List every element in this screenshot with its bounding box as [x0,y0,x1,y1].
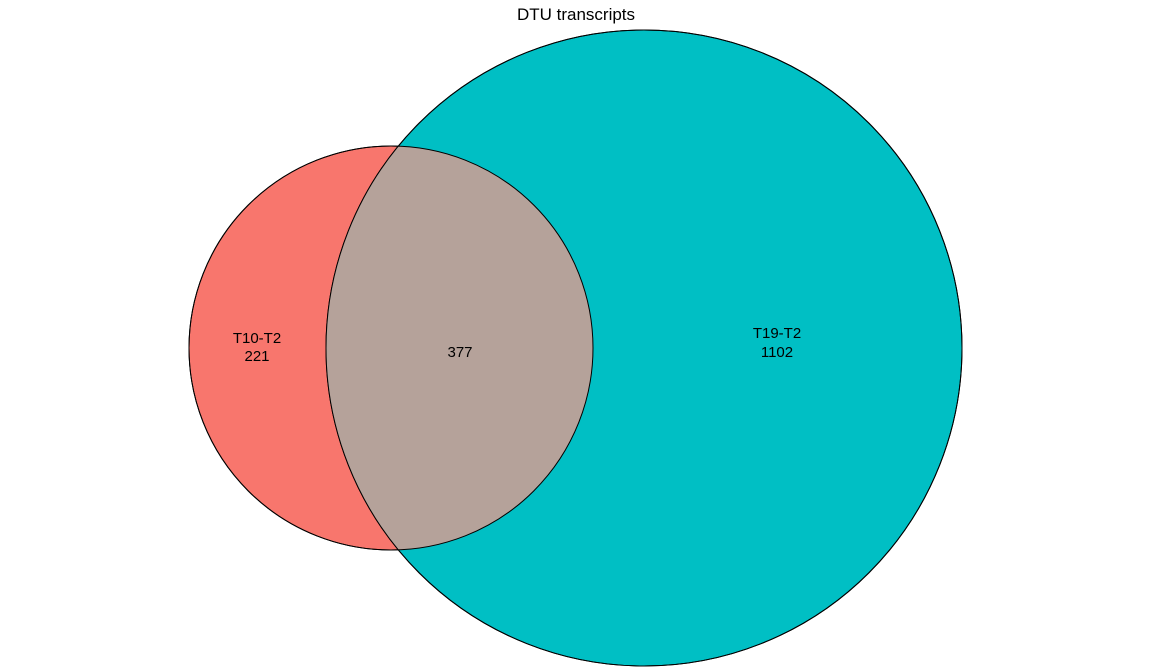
intersection-count: 377 [447,344,472,361]
intersection-region [326,146,593,550]
set-count-t19-t2: 1102 [761,344,793,361]
set-label-t10-t2: T10-T2 [233,330,281,347]
set-label-t19-t2: T19-T2 [753,325,801,342]
set-outline-t10-t2 [188,145,594,551]
set-outline-t19-t2 [325,29,963,667]
set-count-t10-t2: 221 [244,348,269,365]
chart-title: DTU transcripts [517,5,635,24]
